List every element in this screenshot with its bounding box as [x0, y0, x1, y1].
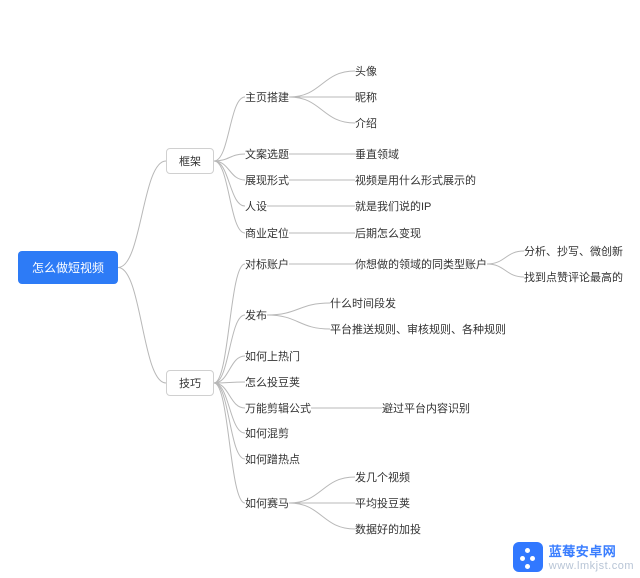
branch-1: 技巧: [166, 370, 214, 396]
node-0-0-2: 介绍: [355, 115, 377, 131]
node-0-3: 人设: [245, 198, 267, 214]
node-1-6: 如何蹭热点: [245, 451, 300, 467]
node-0-0: 主页搭建: [245, 89, 289, 105]
node-1-7-0: 发几个视频: [355, 469, 410, 485]
node-1-0-0: 你想做的领域的同类型账户: [355, 256, 487, 272]
logo-icon: [513, 542, 543, 572]
node-1-7-1: 平均投豆荚: [355, 495, 410, 511]
node-1-7: 如何赛马: [245, 495, 289, 511]
node-0-1-0: 垂直领域: [355, 146, 399, 162]
watermark: 蓝莓安卓网 www.lmkjst.com: [513, 541, 634, 572]
root-node: 怎么做短视频: [18, 251, 118, 284]
node-0-0-0: 头像: [355, 63, 377, 79]
node-1-5: 如何混剪: [245, 425, 289, 441]
node-1-3: 怎么投豆荚: [245, 374, 300, 390]
node-0-1: 文案选题: [245, 146, 289, 162]
node-1-7-2: 数据好的加投: [355, 521, 421, 537]
node-1-0-0-0: 分析、抄写、微创新: [524, 243, 623, 259]
node-0-4-0: 后期怎么变现: [355, 225, 421, 241]
node-0-2: 展现形式: [245, 172, 289, 188]
node-1-1-0: 什么时间段发: [330, 295, 396, 311]
node-0-3-0: 就是我们说的IP: [355, 198, 431, 214]
node-1-1-1: 平台推送规则、审核规则、各种规则: [330, 321, 506, 337]
node-0-4: 商业定位: [245, 225, 289, 241]
node-1-1: 发布: [245, 307, 267, 323]
watermark-title: 蓝莓安卓网: [549, 541, 634, 560]
branch-0: 框架: [166, 148, 214, 174]
node-1-4: 万能剪辑公式: [245, 400, 311, 416]
node-1-4-0: 避过平台内容识别: [382, 400, 470, 416]
node-0-2-0: 视频是用什么形式展示的: [355, 172, 476, 188]
watermark-url: www.lmkjst.com: [549, 560, 634, 572]
node-0-0-1: 昵称: [355, 89, 377, 105]
node-1-0: 对标账户: [245, 256, 289, 272]
node-1-0-0-1: 找到点赞评论最高的: [524, 269, 623, 285]
node-1-2: 如何上热门: [245, 348, 300, 364]
